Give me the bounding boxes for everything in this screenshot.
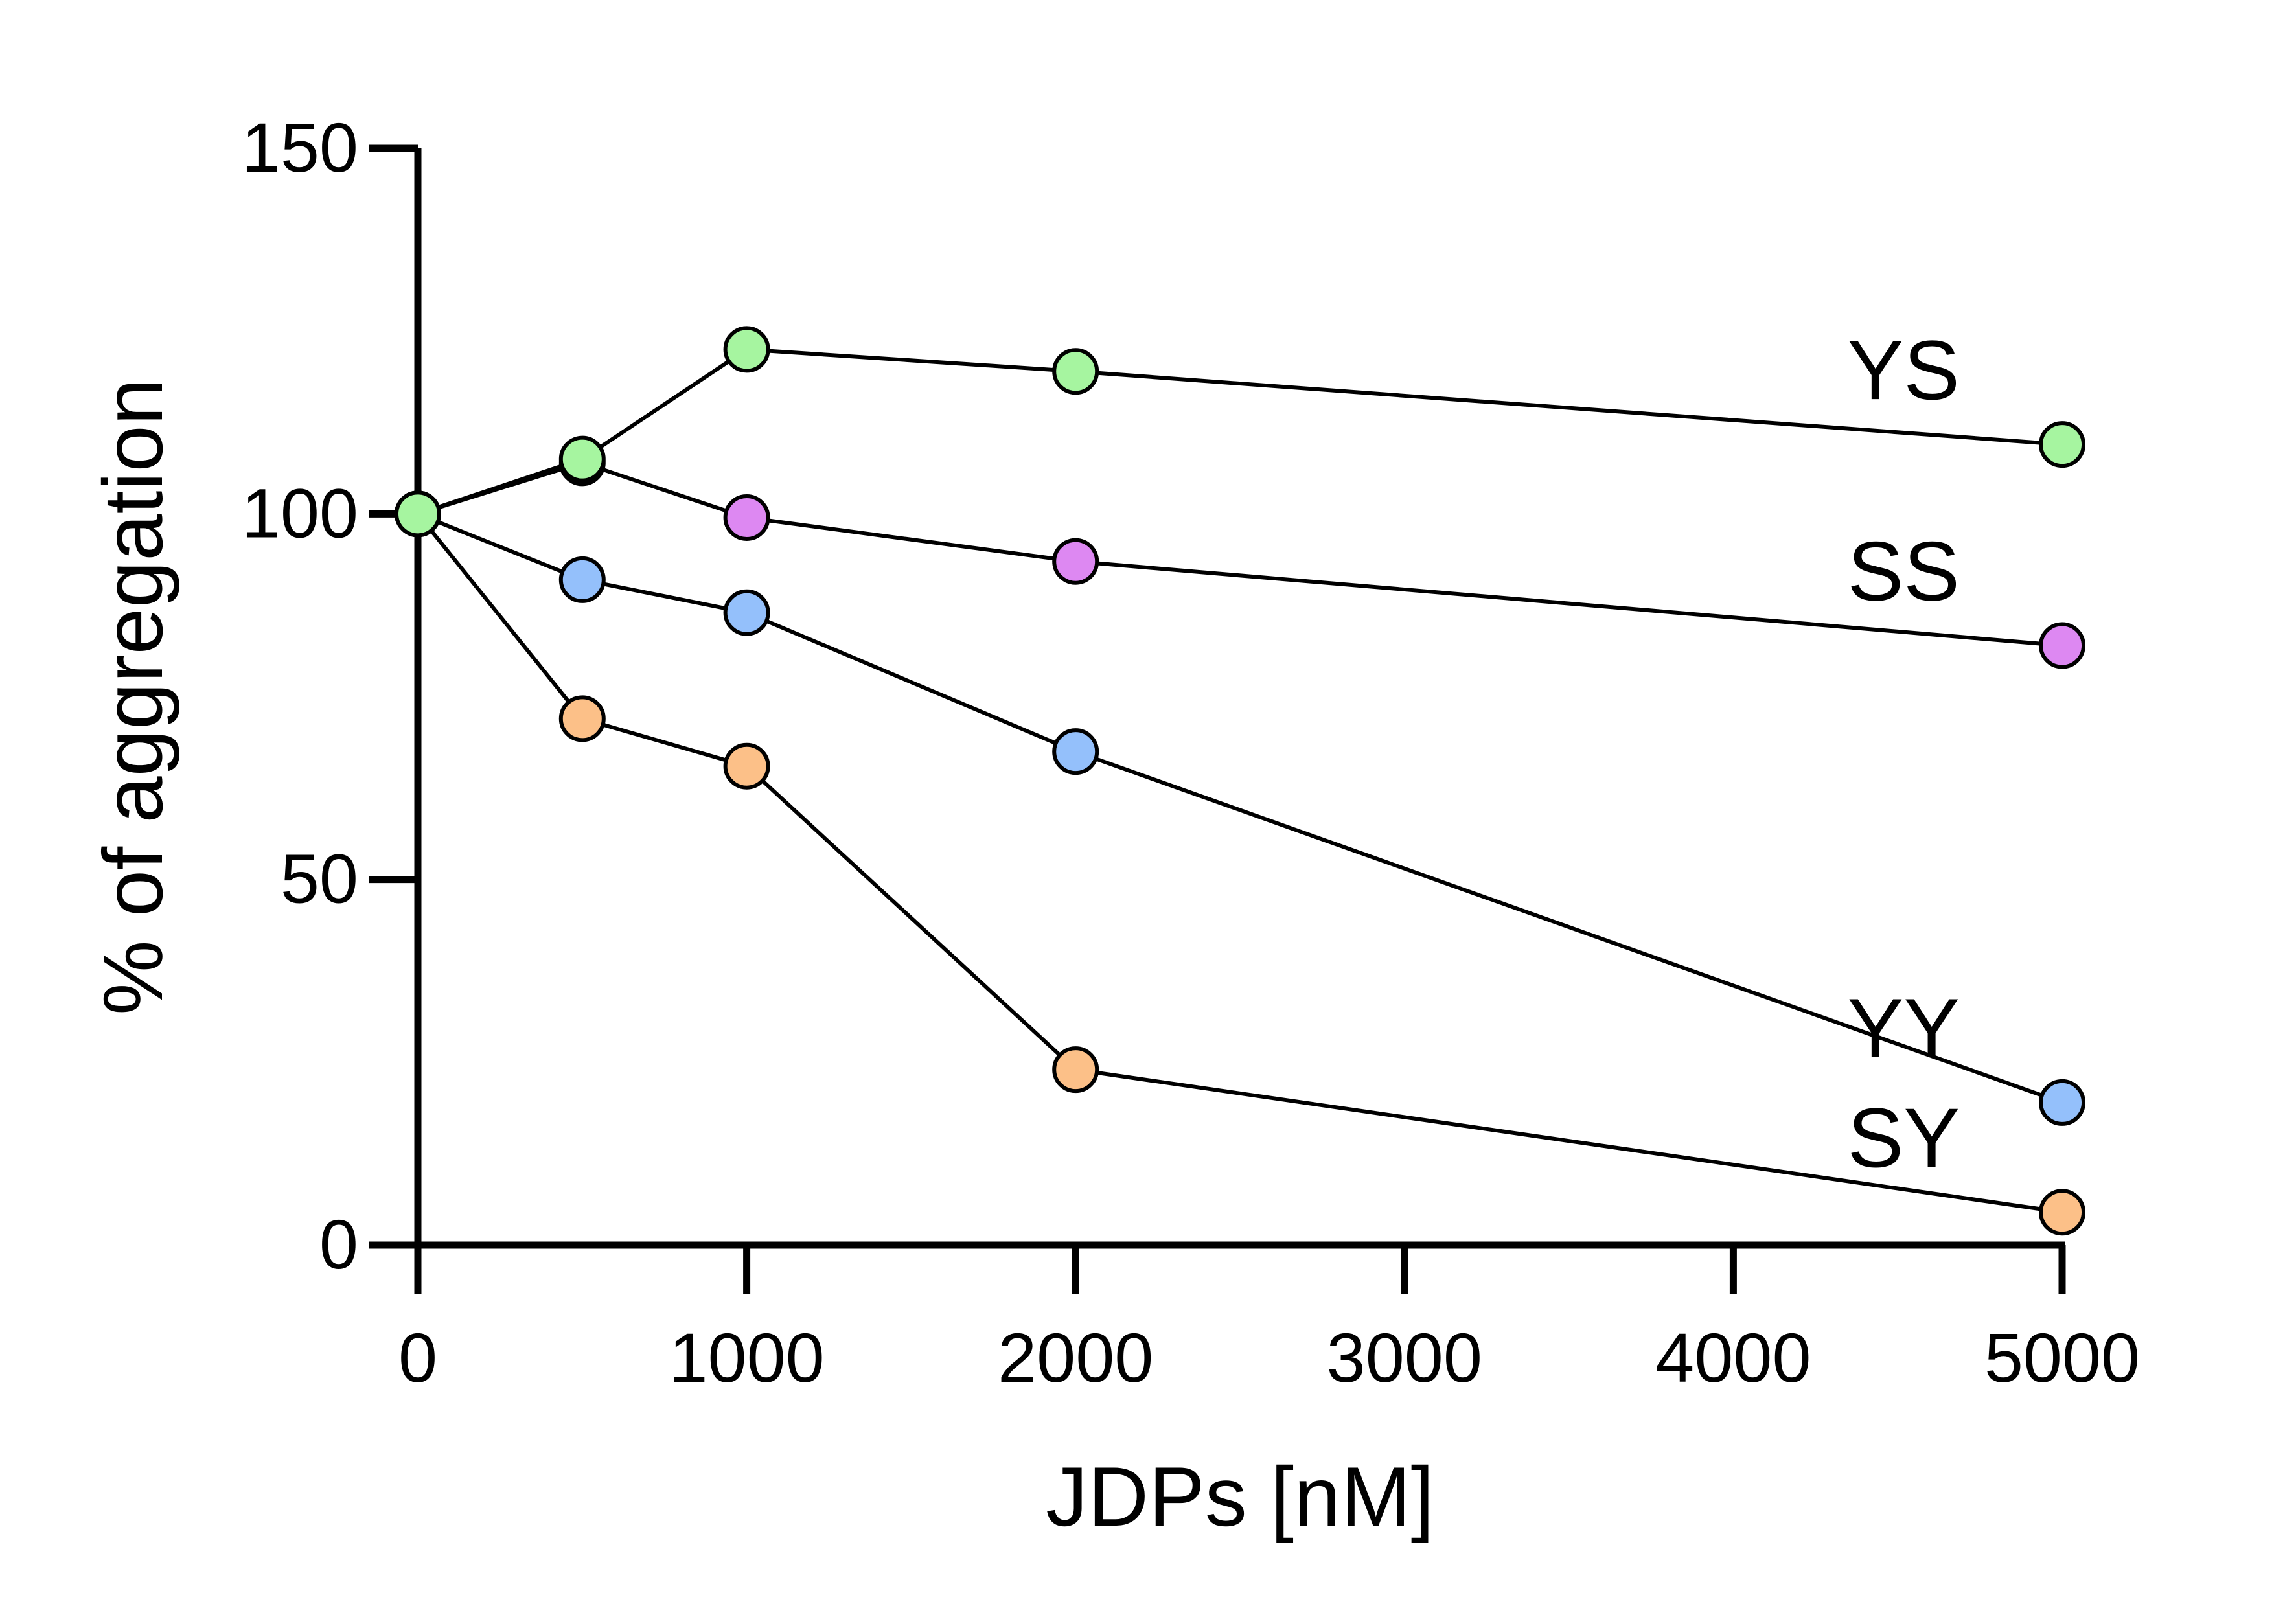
data-point-ys [1052, 348, 1099, 395]
data-point-ss [2039, 622, 2085, 669]
data-point-yy [558, 556, 606, 603]
y-tick-label: 50 [281, 840, 358, 918]
series-label-sy: SY [1848, 1090, 1960, 1185]
data-point-yy [2039, 1079, 2085, 1126]
x-tick-label: 3000 [1327, 1318, 1482, 1397]
data-point-ys [395, 490, 441, 538]
y-axis-title: % of aggregation [86, 378, 180, 1015]
y-tick-label: 0 [319, 1205, 358, 1283]
data-point-sy [723, 742, 770, 790]
labels-layer: YS SS YY SY [1848, 323, 1960, 1185]
series-label-ys: YS [1848, 323, 1960, 417]
x-axis-title: JDPs [nM] [1046, 1449, 1434, 1544]
points-layer [395, 326, 2085, 1236]
x-tick-label: 1000 [669, 1318, 824, 1397]
data-point-sy [2039, 1189, 2085, 1236]
data-point-ys [558, 435, 606, 483]
data-point-ss [723, 494, 770, 541]
series-line-sy [416, 512, 2063, 1215]
y-tick-label: 100 [242, 474, 358, 552]
data-point-yy [723, 589, 770, 636]
data-point-ss [1052, 538, 1099, 585]
x-tick-label: 0 [398, 1318, 437, 1397]
x-tick-label: 2000 [998, 1318, 1153, 1397]
data-point-sy [558, 695, 606, 742]
y-tick-label: 150 [242, 108, 358, 187]
series-line-yy [417, 512, 2063, 1105]
series-label-yy: YY [1848, 981, 1960, 1075]
series-layer [416, 347, 2063, 1215]
data-point-ys [723, 326, 770, 373]
series-line-ss [417, 461, 2063, 648]
x-tick-label: 4000 [1655, 1318, 1811, 1397]
data-point-sy [1052, 1046, 1099, 1094]
series-label-ss: SS [1848, 523, 1960, 618]
data-point-ys [2039, 421, 2085, 468]
x-tick-label: 5000 [1984, 1318, 2140, 1397]
data-point-yy [1052, 728, 1099, 775]
axes-layer: 0 50 100 150 0 1000 2000 3000 4000 5000 JDPs [nM]%… [86, 108, 2140, 1544]
